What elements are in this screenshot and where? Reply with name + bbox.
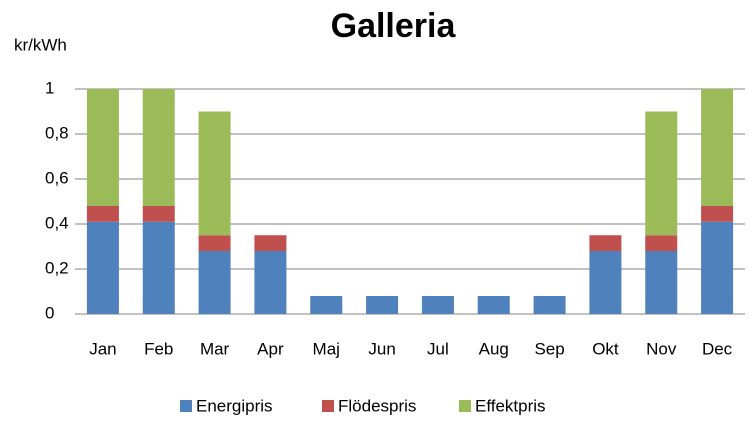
- bar-segment: [701, 89, 734, 206]
- x-tick-label: Feb: [144, 339, 173, 358]
- bar-segment: [533, 296, 566, 314]
- x-tick-label: Mar: [200, 339, 230, 358]
- bar-segment: [86, 206, 119, 222]
- bar-segment: [86, 89, 119, 206]
- legend-swatch: [180, 400, 192, 412]
- x-tick-label: Dec: [702, 339, 733, 358]
- y-tick-label: 0,8: [45, 123, 69, 142]
- y-tick-label: 0: [45, 303, 54, 322]
- bar-segment: [198, 235, 231, 251]
- bar-segment: [589, 235, 622, 251]
- bar-segment: [198, 111, 231, 236]
- x-tick-label: Jan: [89, 339, 116, 358]
- legend-label: Energipris: [196, 396, 273, 415]
- bar-segment: [477, 296, 510, 314]
- bar-segment: [589, 251, 622, 314]
- x-tick-label: Sep: [534, 339, 564, 358]
- bar-segment: [198, 251, 231, 314]
- x-tick-label: Aug: [479, 339, 509, 358]
- bar-segment: [86, 221, 119, 314]
- x-tick-label: Okt: [592, 339, 619, 358]
- y-axis-label: kr/kWh: [14, 35, 67, 54]
- bar-segment: [254, 235, 287, 251]
- bar-segment: [645, 111, 678, 236]
- bar-segment: [701, 221, 734, 314]
- y-tick-label: 0,6: [45, 168, 69, 187]
- y-tick-label: 0,2: [45, 258, 69, 277]
- legend-swatch: [459, 400, 471, 412]
- bar-segment: [645, 251, 678, 314]
- x-tick-label: Maj: [313, 339, 340, 358]
- bar-segment: [366, 296, 399, 314]
- bar-segment: [645, 235, 678, 251]
- legend-label: Flödespris: [338, 396, 416, 415]
- x-tick-label: Apr: [257, 339, 284, 358]
- x-tick-label: Nov: [646, 339, 677, 358]
- bar-segment: [142, 206, 175, 222]
- y-tick-label: 1: [45, 78, 54, 97]
- bar-segment: [310, 296, 343, 314]
- bar-segment: [421, 296, 454, 314]
- x-tick-label: Jun: [368, 339, 395, 358]
- y-tick-label: 0,4: [45, 213, 69, 232]
- chart-title: Galleria: [331, 7, 457, 45]
- legend-swatch: [322, 400, 334, 412]
- bar-segment: [254, 251, 287, 314]
- bar-segment: [142, 221, 175, 314]
- x-tick-label: Jul: [427, 339, 449, 358]
- legend-label: Effektpris: [475, 396, 546, 415]
- bar-segment: [701, 206, 734, 222]
- bar-segment: [142, 89, 175, 206]
